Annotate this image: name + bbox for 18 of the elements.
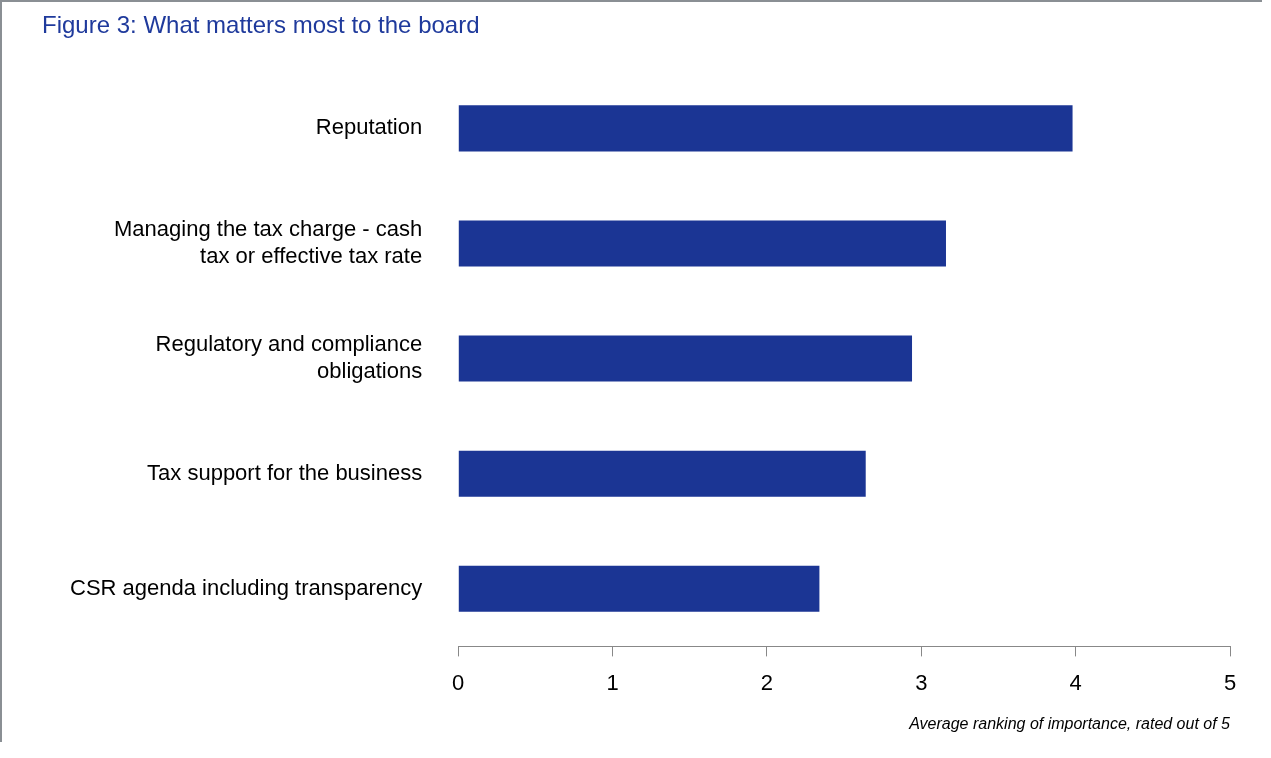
x-tick-label: 5 [1223, 669, 1237, 695]
x-tick-label: 1 [606, 669, 619, 695]
y-tick-label: CSR agenda including transparency [70, 574, 423, 600]
bar [458, 105, 1073, 152]
y-tick-label: Regulatory and compliance obligations [155, 331, 423, 383]
x-tick-label: 3 [915, 669, 928, 695]
x-tick-label: 4 [1069, 669, 1082, 695]
bar [458, 450, 866, 497]
text: Figure 3: What matters most to the board [42, 11, 480, 39]
x-tick-label: 0 [452, 669, 465, 695]
y-tick-label: Reputation [315, 114, 423, 140]
y-tick-label: Tax support for the business [147, 459, 423, 485]
x-axis-title: Average ranking of importance, rated out of 5 [908, 714, 1231, 732]
x-tick-label: 2 [760, 669, 774, 695]
y-tick-label: Managing the tax charge - cash tax or effective tax rate [114, 216, 423, 268]
bar [458, 335, 913, 382]
bar [458, 565, 820, 612]
bar [458, 220, 946, 267]
